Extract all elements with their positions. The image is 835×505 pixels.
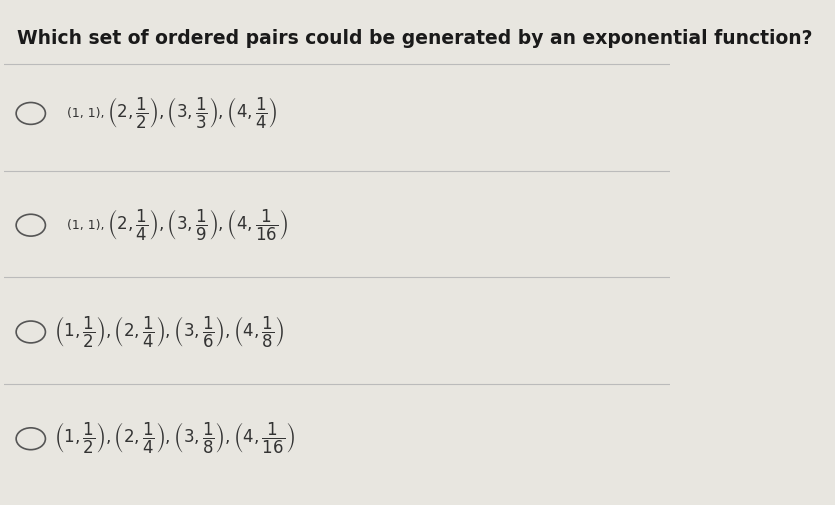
Text: $\left(2,\dfrac{1}{4}\right), \left(3,\dfrac{1}{9}\right), \left(4,\dfrac{1}{16}: $\left(2,\dfrac{1}{4}\right), \left(3,\d… [107, 208, 288, 243]
Text: $\left(2,\dfrac{1}{2}\right), \left(3,\dfrac{1}{3}\right), \left(4,\dfrac{1}{4}\: $\left(2,\dfrac{1}{2}\right), \left(3,\d… [107, 96, 278, 131]
Text: (1, 1),: (1, 1), [68, 107, 109, 120]
Text: $\left(1,\dfrac{1}{2}\right), \left(2,\dfrac{1}{4}\right), \left(3,\dfrac{1}{6}\: $\left(1,\dfrac{1}{2}\right), \left(2,\d… [54, 314, 285, 349]
Text: (1, 1),: (1, 1), [68, 219, 109, 232]
Text: $\left(1,\dfrac{1}{2}\right), \left(2,\dfrac{1}{4}\right), \left(3,\dfrac{1}{8}\: $\left(1,\dfrac{1}{2}\right), \left(2,\d… [54, 421, 295, 457]
Text: Which set of ordered pairs could be generated by an exponential function?: Which set of ordered pairs could be gene… [18, 29, 813, 48]
